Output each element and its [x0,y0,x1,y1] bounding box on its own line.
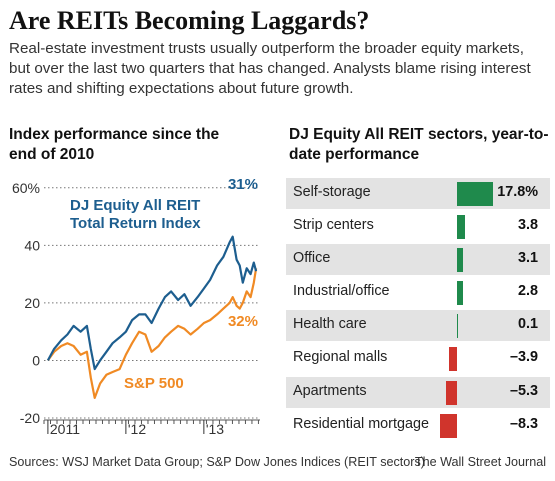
x-tick-label: 2011 [50,421,80,437]
x-tick-label: '12 [128,421,146,437]
sector-value: 17.8% [497,184,538,200]
sp500-series-label: S&P 500 [124,375,184,392]
y-tick-label: 0 [32,352,40,368]
line-chart: 60% 40 20 0 -20 2011 '12 '13 31% 32% DJ Equity All… [12,176,260,437]
positive-bar [457,314,458,339]
sector-label: Strip centers [293,217,374,234]
sector-label: Residential mortgage [293,415,429,432]
y-tick-label: 20 [24,295,40,311]
headline: Are REITs Becoming Laggards? [9,6,370,35]
sector-row: Strip centers 3.8 [286,211,550,242]
sector-value: 2.8 [517,283,538,300]
bar-chart-title: DJ Equity All REIT sectors, year-to-date… [289,126,549,163]
sector-label: Health care [293,316,367,333]
sector-bar-chart: Self-storage 17.8% Strip centers 3.8 Office 3… [286,178,550,443]
dek: Real-estate investment trusts usually ou… [9,40,531,97]
reit-series-line [46,235,258,371]
x-tick-label: '13 [206,421,224,437]
y-tick-label: 40 [24,237,40,253]
sector-value: 0.1 [517,316,538,333]
positive-bar [457,215,465,240]
reit-series-label-line1: DJ Equity All REIT [70,197,200,214]
negative-bar [446,380,457,405]
sector-value: 3.1 [517,250,538,267]
sector-row: Regional malls –3.9 [286,343,550,374]
positive-bar [457,248,464,273]
sources-note: Sources: WSJ Market Data Group; S&P Dow … [9,455,425,469]
sector-label: Apartments [293,382,367,399]
positive-bar [457,182,494,206]
sector-value: –8.3 [509,415,538,432]
sector-row: Industrial/office 2.8 [286,277,550,308]
sp500-series-line [47,268,258,399]
sector-label: Regional malls [293,349,388,366]
sector-label: Industrial/office [293,283,390,300]
sector-row: Office 3.1 [286,244,550,276]
sector-label: Office [293,250,331,267]
reit-end-label: 31% [228,176,258,193]
reit-series-label-line2: Total Return Index [70,215,201,232]
sector-row: Residential mortgage –8.3 [286,410,550,441]
line-chart-title: Index performance since the end of 2010 [9,126,220,163]
negative-bar [439,413,457,438]
sector-row: Self-storage 17.8% [286,178,550,209]
sector-value: –3.9 [509,349,538,366]
sector-row: Apartments –5.3 [286,376,550,408]
credit-line: The Wall Street Journal [414,455,546,469]
sp500-end-label: 32% [228,313,258,330]
positive-bar [457,281,463,306]
negative-bar [449,347,457,372]
sector-label: Self-storage [293,184,371,200]
sector-value: –5.3 [509,382,538,399]
y-tick-label: -20 [20,410,40,426]
y-tick-label: 60% [12,180,40,196]
sector-row: Health care 0.1 [286,310,550,342]
sector-value: 3.8 [517,217,538,234]
